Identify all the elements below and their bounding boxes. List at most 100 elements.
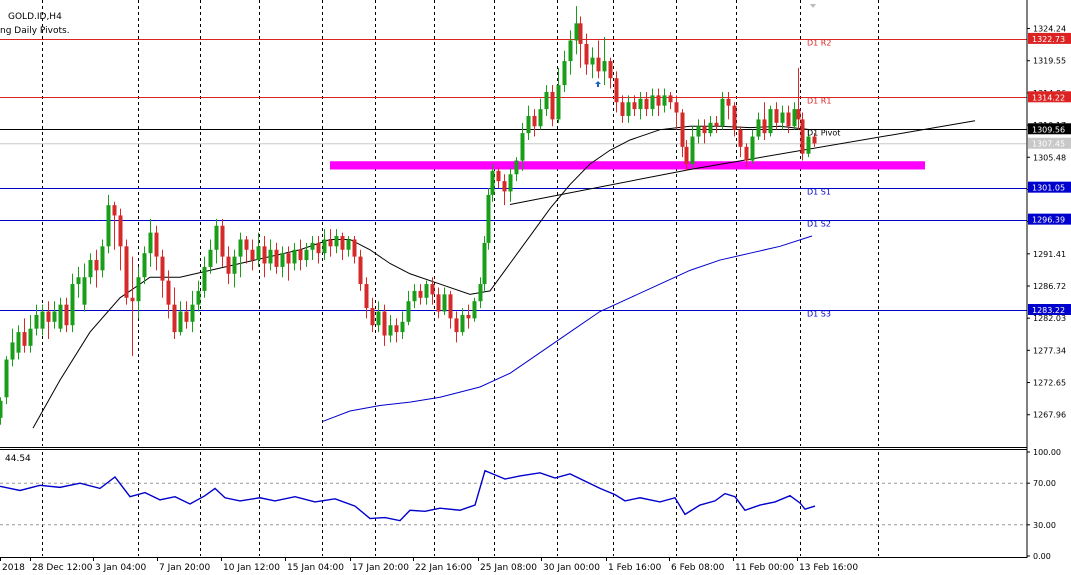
time-tick-label-7: 22 Jan 16:00 — [415, 563, 472, 573]
candle-body-115 — [680, 112, 685, 147]
price-tick-label-0: 1324.24 — [1033, 25, 1066, 34]
candle-body-37 — [220, 225, 225, 257]
pivot-label-d1-r1: D1 R1 — [807, 97, 831, 106]
candle-body-96 — [568, 40, 573, 62]
time-tick-label-5: 15 Jan 04:00 — [287, 563, 344, 573]
candle-body-102 — [602, 61, 607, 72]
candle-body-53 — [316, 242, 321, 254]
candle-body-40 — [238, 239, 243, 257]
candle-body-11 — [64, 304, 69, 326]
candle-body-64 — [382, 311, 387, 336]
candle-body-23 — [136, 277, 141, 302]
arrow-marker-icon — [595, 81, 601, 87]
price-tick-label-10: 1277.34 — [1033, 346, 1066, 355]
candle-body-34 — [202, 266, 207, 291]
candles — [0, 6, 817, 425]
pivot-labels: D1 R2 D1 R1 D1 Pivot D1 S1 D1 S2 D1 S3 — [807, 39, 840, 319]
candle-body-43 — [256, 246, 261, 261]
candle-body-14 — [82, 277, 87, 305]
candle-body-125 — [738, 129, 743, 147]
candle-body-128 — [756, 119, 761, 137]
candle-body-15 — [88, 260, 93, 278]
symbol-title: GOLD.ID,H4 — [8, 12, 62, 22]
candle-body-26 — [154, 232, 159, 257]
time-tick-label-1: 28 Dec 12:00 — [32, 563, 93, 573]
rsi-tick-label-3: 0.00 — [1033, 552, 1051, 561]
candle-body-50 — [298, 249, 303, 261]
moving-average-slow — [322, 235, 813, 422]
rsi-tick-label-1: 70.00 — [1033, 479, 1056, 488]
time-tick-label-3: 7 Jan 20:00 — [159, 563, 211, 573]
candle-body-51 — [304, 249, 309, 261]
candle-body-79 — [472, 301, 477, 319]
candle-body-71 — [424, 284, 429, 298]
candle-body-119 — [702, 126, 707, 134]
candle-body-70 — [418, 290, 423, 298]
time-tick-label-11: 6 Feb 08:00 — [671, 563, 725, 573]
candle-body-110 — [650, 95, 655, 110]
candle-body-12 — [70, 284, 75, 326]
pivot-label-d1-r2: D1 R2 — [807, 39, 831, 48]
candle-body-63 — [376, 311, 381, 326]
pivot-label-d1-s1: D1 S1 — [807, 188, 831, 197]
indicator-title: ng Daily Pivots. — [0, 26, 70, 36]
rsi-indicator — [0, 469, 1027, 526]
price-badge-d1-s1 — [1028, 181, 1071, 193]
candle-body-61 — [364, 284, 369, 309]
candle-body-27 — [160, 256, 165, 281]
candle-body-16 — [94, 260, 99, 271]
candle-body-65 — [388, 325, 393, 336]
candle-body-82 — [486, 194, 491, 243]
candle-body-87 — [514, 160, 519, 175]
candle-body-83 — [490, 170, 495, 195]
time-tick-label-2: 3 Jan 04:00 — [95, 563, 147, 573]
candle-body-29 — [172, 304, 177, 333]
candle-body-60 — [358, 256, 363, 285]
candle-body-116 — [684, 146, 689, 164]
candle-body-100 — [590, 57, 595, 65]
candle-body-88 — [520, 133, 525, 161]
candle-body-24 — [142, 253, 147, 278]
time-tick-label-6: 17 Jan 20:00 — [352, 563, 409, 573]
pivot-lines — [0, 39, 1027, 311]
candle-body-73 — [436, 294, 441, 312]
candle-body-101 — [596, 57, 601, 72]
candle-body-90 — [532, 115, 537, 127]
candle-body-135 — [796, 109, 801, 120]
trend-line — [509, 120, 976, 205]
candle-body-81 — [482, 242, 487, 285]
candle-body-106 — [626, 102, 631, 116]
candle-body-105 — [620, 102, 625, 116]
price-tick-label-1: 1319.55 — [1033, 57, 1066, 66]
price-tick-label-12: 1267.96 — [1033, 411, 1066, 420]
rsi-tick-label-2: 30.00 — [1033, 521, 1056, 530]
candle-body-103 — [608, 61, 613, 79]
candle-body-91 — [538, 109, 543, 127]
price-tick-label-4: 1305.48 — [1033, 153, 1066, 162]
candle-body-76 — [454, 318, 459, 333]
candle-body-86 — [508, 174, 513, 192]
candle-body-113 — [668, 95, 673, 103]
axes: 1324.241319.551314.861310.171305.481300.… — [0, 25, 1071, 573]
candle-body-56 — [334, 236, 339, 247]
candle-body-94 — [556, 85, 561, 120]
candle-body-118 — [696, 126, 701, 137]
candle-body-74 — [442, 294, 447, 312]
candle-body-136 — [800, 119, 805, 154]
candle-body-30 — [178, 311, 183, 333]
candle-body-13 — [76, 277, 81, 285]
candle-body-92 — [544, 91, 549, 110]
support-zone-rect — [330, 161, 925, 170]
price-badge-label-d1-r1: 1314.22 — [1032, 93, 1065, 102]
candle-body-124 — [732, 105, 737, 130]
candle-body-39 — [232, 256, 237, 274]
current-price-badge-label: 1307.45 — [1032, 140, 1065, 149]
candle-body-107 — [632, 102, 637, 110]
candle-body-2 — [10, 342, 15, 360]
candle-body-22 — [130, 297, 135, 302]
candle-body-32 — [190, 304, 195, 322]
price-badge-d1-r1 — [1028, 91, 1071, 103]
candle-body-127 — [750, 136, 755, 161]
price-badge-d1-s3 — [1028, 304, 1071, 316]
